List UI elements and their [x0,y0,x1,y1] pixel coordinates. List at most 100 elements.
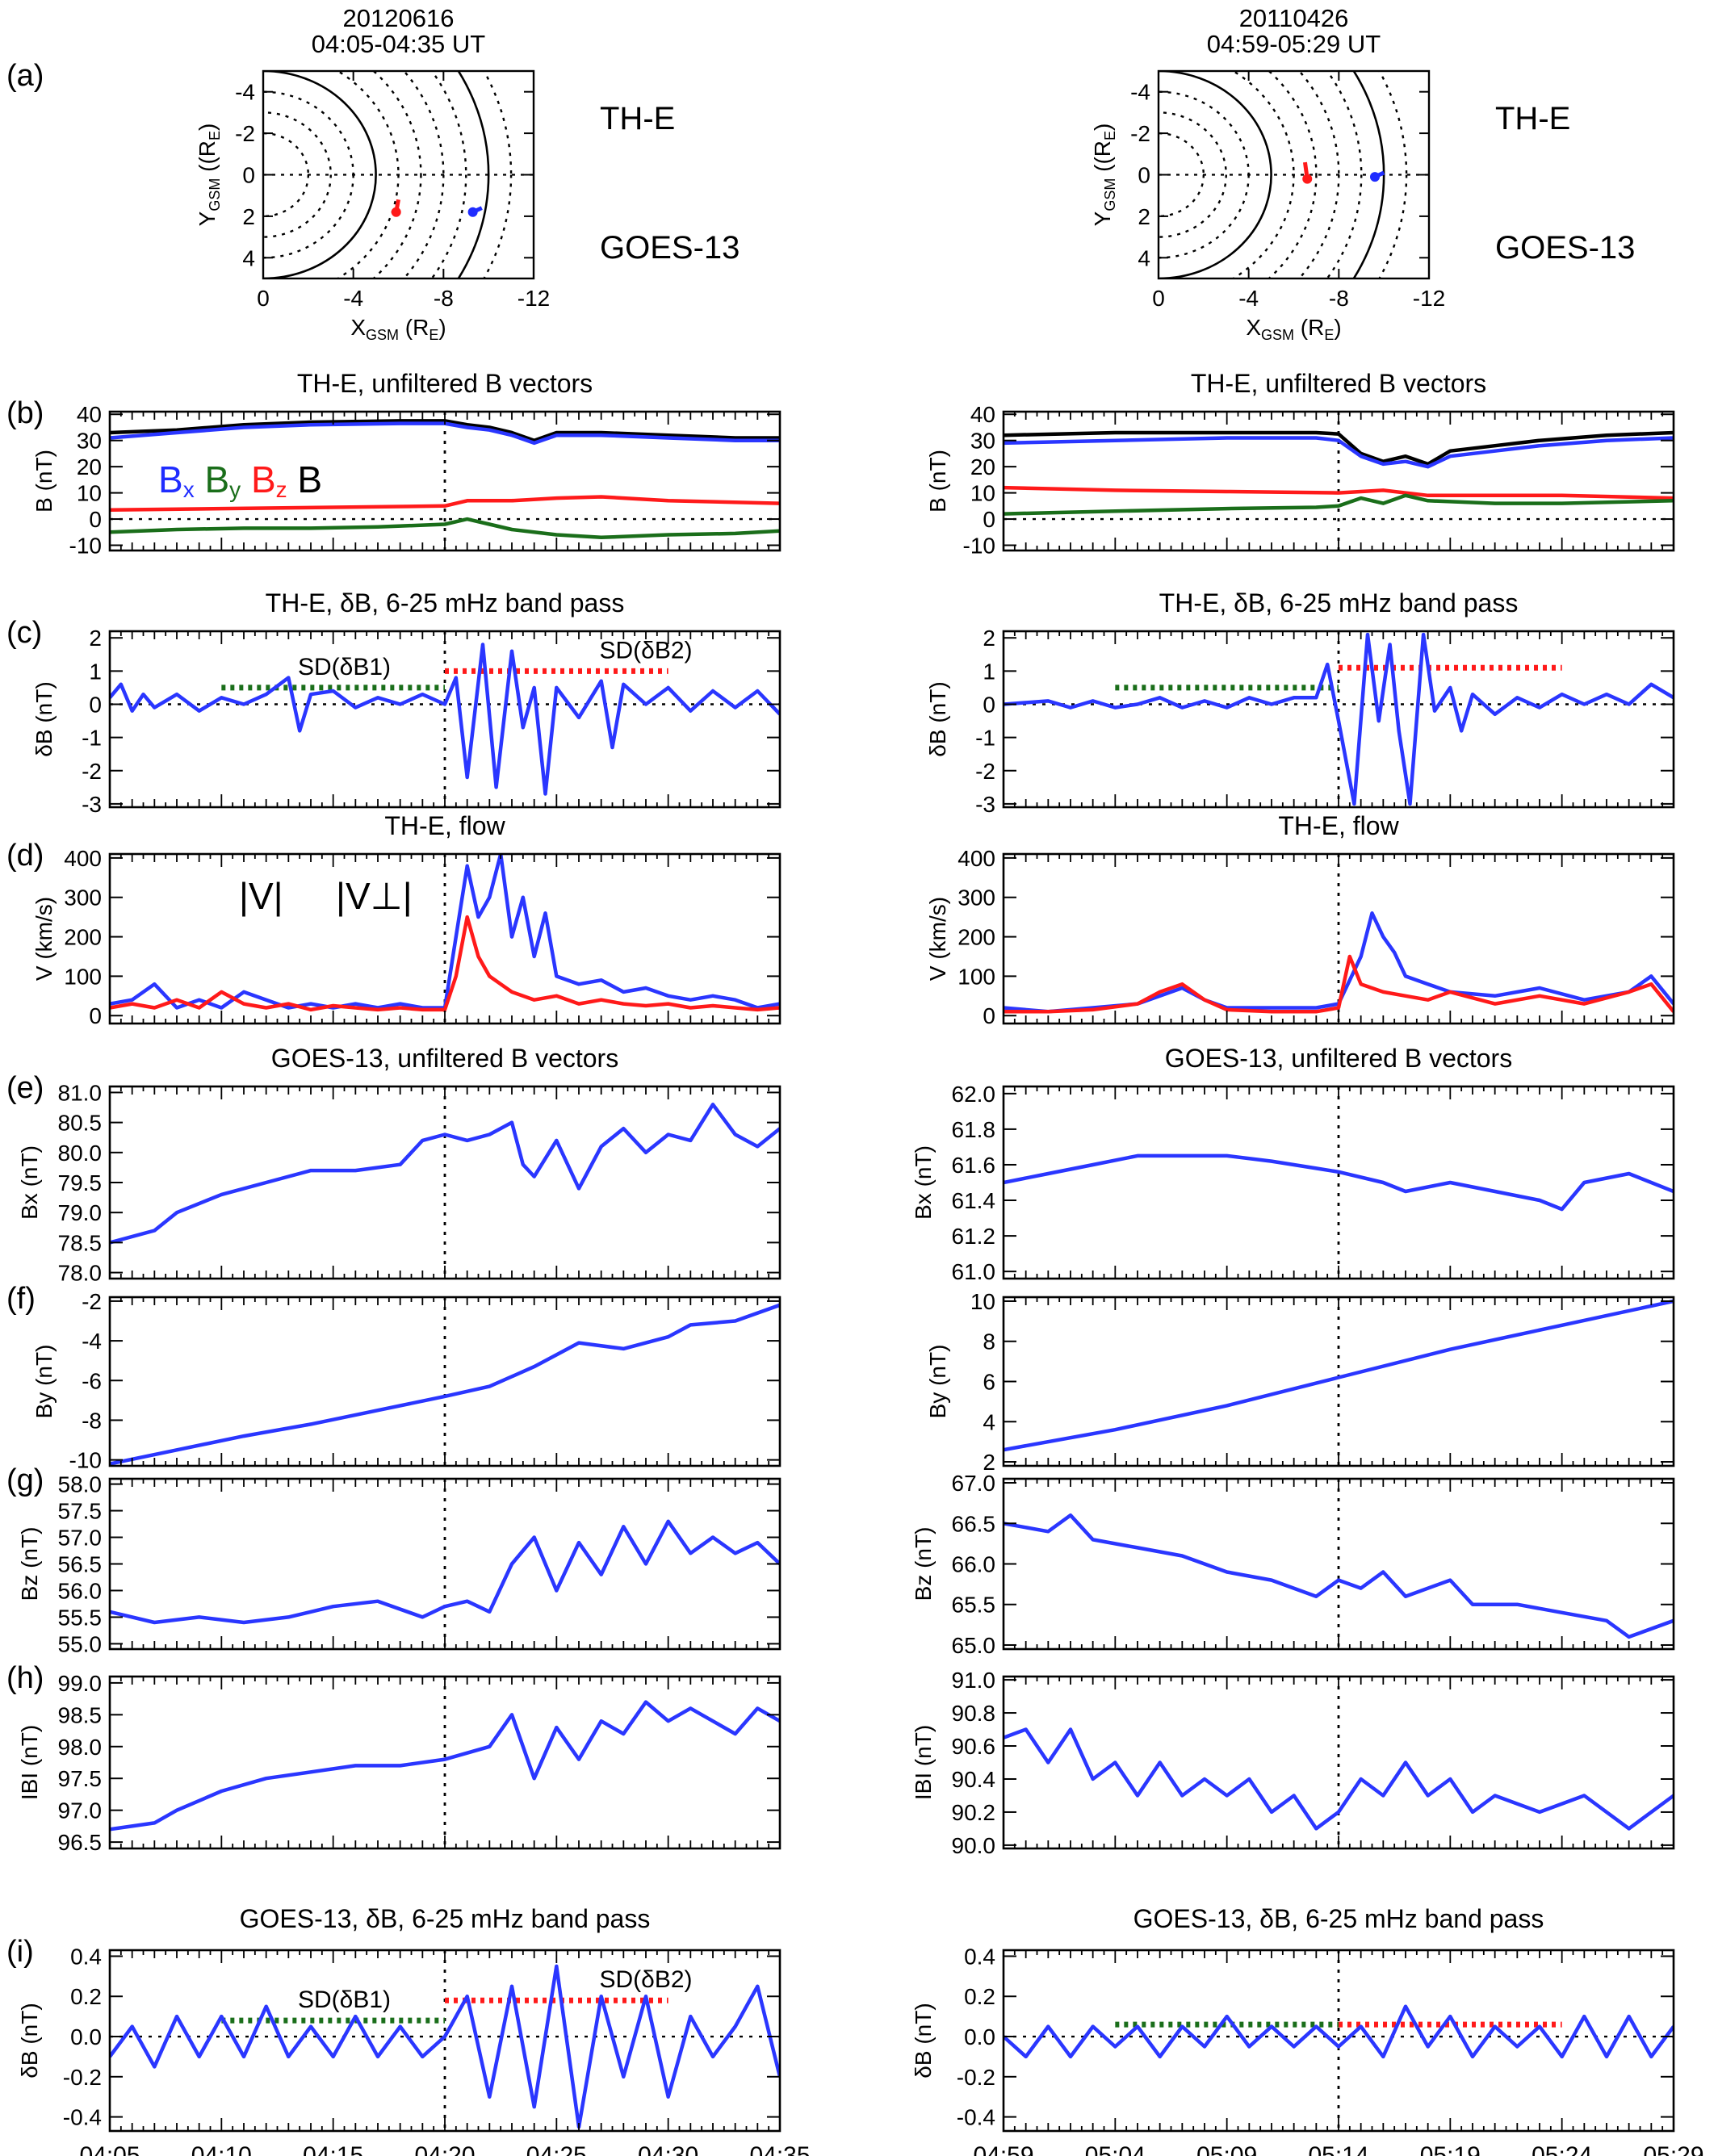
panel-title: TH-E, unfiltered B vectors [297,369,593,398]
x-tick-label: -4 [343,286,363,311]
y-tick-label: 0.4 [964,1944,995,1969]
y-axis-label: By (nT) [925,1345,950,1419]
y-tick-label: -0.4 [63,2105,102,2130]
panel-title: TH-E, flow [1278,811,1399,840]
y-tick-label: 65.5 [952,1593,996,1618]
panel-label: (a) [6,59,44,93]
dotted-guide-circle [430,71,467,278]
x-tick-label: 05:09 [1196,2142,1257,2156]
y-tick-label: -8 [82,1408,102,1433]
y-tick-label: 100 [957,964,995,989]
x-tick-label: 05:19 [1420,2142,1481,2156]
y-tick-label: 300 [64,885,102,911]
y-tick-label: 79.5 [58,1170,103,1195]
component-legend: Bx By Bz B [158,458,322,502]
y-tick-label: -1 [975,726,995,751]
plot-area [110,1950,780,2131]
y-tick-label: -0.4 [957,2105,995,2130]
plot-frame [1002,1085,1675,1280]
dotted-guide-circle [483,71,513,278]
y-axis-label: δB (nT) [911,2003,936,2078]
series-line-0 [110,419,780,442]
series-line-0 [1004,911,1674,1014]
series-line-0 [1004,632,1674,806]
y-tick-label: 100 [64,964,102,989]
series-line-0 [110,643,780,796]
x-tick-label: -4 [1238,286,1259,311]
y-axis-label: B (nT) [31,450,57,513]
y-axis-label: V (km/s) [925,897,950,981]
x-tick-label: -12 [517,286,550,311]
y-tick-label: 56.0 [58,1578,103,1603]
panel-label: (c) [6,616,42,650]
spacecraft-label: GOES-13 [1495,230,1635,266]
dotted-guide-circle [1378,71,1408,278]
y-tick-label: 8 [983,1329,995,1354]
series-line-1 [1004,436,1674,469]
y-tick-label: 90.4 [952,1767,996,1792]
y-tick-label: 6 [983,1370,995,1395]
y-tick-label: 91.0 [952,1668,996,1693]
solid-guide-circle [457,71,490,278]
y-tick-label: 57.0 [58,1526,103,1551]
y-tick-label: 55.0 [58,1631,103,1656]
plot-area [110,631,780,807]
y-tick-label: -2 [82,759,102,784]
x-tick-label: 04:30 [638,2142,698,2156]
y-tick-label: 0 [983,692,995,717]
y-axis-label: Bz (nT) [911,1527,936,1601]
plot-area [1004,412,1674,551]
y-tick-label: 2 [1138,204,1150,229]
sd-label-2: SD(δB2) [599,637,692,664]
y-tick-label: 67.0 [952,1471,996,1496]
y-tick-label: 57.5 [58,1499,103,1524]
series-line-3 [1004,493,1674,516]
series-line-0 [110,1700,780,1832]
y-tick-label: 20 [970,454,995,479]
panel-label: (g) [6,1463,44,1497]
x-tick-label: -8 [1329,286,1349,311]
x-axis-label: XGSM (RE) [1246,315,1341,343]
plot-area [110,412,780,551]
y-tick-label: 400 [64,846,102,871]
series-line-0 [110,1519,780,1625]
timeseries-panel-9: SD(δB1) SD(δB2) -0.4 -0.2 0.0 0.2 0.4 δB (nT) GO… [6,1904,811,2156]
orbit-title-time: 04:05-04:35 UT [312,30,485,58]
y-axis-label: By (nT) [31,1345,57,1419]
x-tick-label: 04:20 [414,2142,475,2156]
y-tick-label: 0.2 [964,1984,995,2009]
y-tick-label: -6 [82,1368,102,1393]
panel-title: TH-E, unfiltered B vectors [1191,369,1486,398]
dotted-guide-circle [1326,71,1363,278]
panel-label: (e) [6,1071,44,1105]
sd-label-1: SD(δB1) [298,654,391,680]
timeseries-panel-15: 65.0 65.5 66.0 66.5 67.0 Bz (nT) [911,1471,1675,1658]
series-line-1 [110,421,780,446]
series-line-2 [110,495,780,512]
y-tick-label: 200 [957,925,995,950]
x-tick-label: -8 [434,286,454,311]
y-axis-label: Bx (nT) [17,1145,42,1220]
y-tick-label: 66.0 [952,1552,996,1577]
x-tick-label: 04:59 [973,2142,1033,2156]
y-tick-label: 30 [970,429,995,454]
y-tick-label: -3 [82,792,102,817]
y-tick-label: 10 [77,481,102,506]
plot-frame [1002,1477,1675,1651]
y-tick-label: 1 [89,659,102,684]
x-tick-label: 04:15 [303,2142,363,2156]
y-tick-label: 61.2 [952,1224,996,1249]
plot-area [1004,854,1674,1024]
series-line-0 [1004,1513,1674,1639]
y-axis-label: YGSM ((RE) [1090,123,1118,227]
series-line-1 [110,915,780,1012]
y-tick-label: -4 [82,1329,102,1354]
y-tick-label: -0.2 [63,2065,102,2090]
series-line-1 [1004,954,1674,1014]
x-tick-label: 0 [257,286,270,311]
y-tick-label: 20 [77,454,102,479]
sd-label-2: SD(δB2) [599,1966,692,1993]
y-tick-label: 4 [983,1409,995,1434]
